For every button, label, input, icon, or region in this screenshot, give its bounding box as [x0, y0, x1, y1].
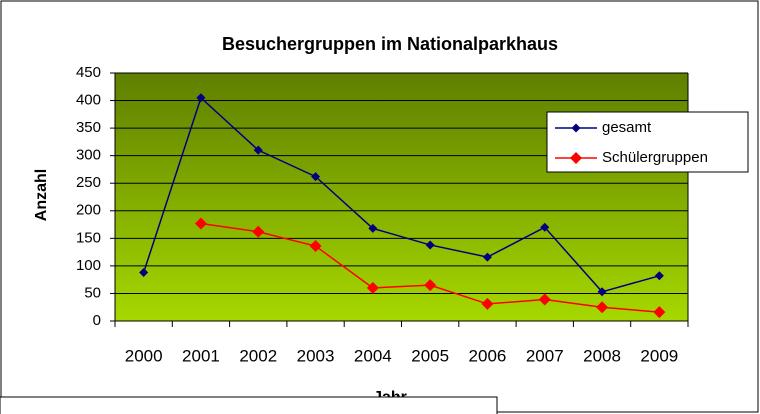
marker	[596, 301, 609, 314]
chart-title: Besuchergruppen im Nationalparkhaus	[222, 34, 558, 54]
y-tick-label: 150	[76, 229, 101, 246]
marker	[368, 223, 378, 233]
x-tick-label: 2009	[640, 346, 678, 365]
x-tick-label: 2004	[354, 346, 392, 365]
marker	[653, 306, 666, 319]
x-tick-label: 2006	[469, 346, 507, 365]
legend-marker	[570, 152, 582, 164]
marker	[252, 225, 265, 238]
y-tick-label: 250	[76, 174, 101, 191]
marker	[482, 252, 492, 262]
series-line	[142, 96, 660, 293]
y-tick-label: 400	[76, 92, 101, 109]
legend-marker	[571, 123, 581, 133]
marker	[540, 222, 550, 232]
y-tick-label: 0	[93, 312, 101, 329]
x-tick-label: 2005	[411, 346, 449, 365]
y-tick-label: 100	[76, 257, 101, 274]
marker	[309, 240, 322, 253]
legend-label: Schülergruppen	[602, 149, 708, 166]
x-tick-label: 2003	[297, 346, 335, 365]
y-tick-label: 50	[84, 284, 101, 301]
y-tick-label: 350	[76, 119, 101, 136]
plot-area	[115, 73, 688, 321]
marker	[366, 281, 379, 294]
marker	[311, 172, 321, 182]
x-tick-label: 2000	[125, 346, 163, 365]
x-tick-label: 2007	[526, 346, 564, 365]
marker	[194, 217, 207, 230]
y-tick-label: 300	[76, 147, 101, 164]
x-tick-label: 2001	[182, 346, 220, 365]
marker	[425, 240, 435, 250]
marker	[424, 279, 437, 292]
x-tick-label: 2002	[239, 346, 277, 365]
marker	[253, 145, 263, 155]
marker	[538, 293, 551, 306]
y-tick-label: 200	[76, 202, 101, 219]
marker	[597, 287, 607, 297]
legend-label: gesamt	[602, 119, 652, 136]
marker	[139, 268, 149, 278]
legend	[546, 111, 749, 173]
marker	[654, 271, 664, 281]
x-tick-label: 2008	[583, 346, 621, 365]
marker	[481, 297, 494, 310]
overlapping-window	[0, 396, 498, 414]
marker	[196, 93, 206, 103]
y-tick-label: 450	[76, 64, 101, 81]
y-axis-label: Anzahl	[33, 169, 50, 221]
